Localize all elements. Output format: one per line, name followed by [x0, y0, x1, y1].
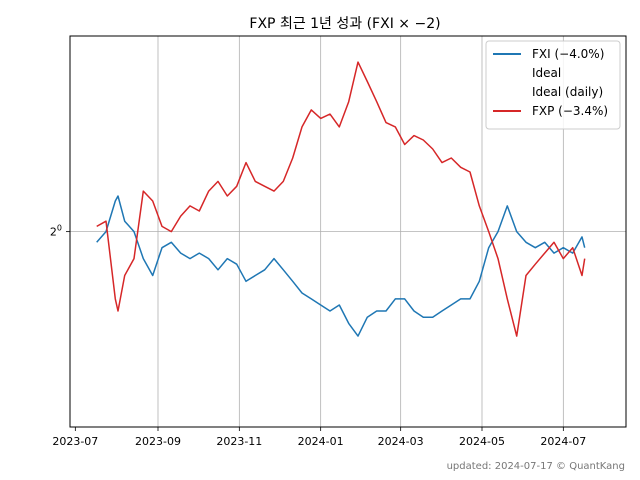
legend-label: Ideal (daily)	[532, 85, 603, 99]
series-line-0	[96, 195, 586, 337]
x-tick-label: 2024-05	[459, 435, 505, 448]
x-tick-label: 2024-07	[540, 435, 586, 448]
series-layer	[96, 61, 586, 337]
x-tick-label: 2023-11	[216, 435, 262, 448]
legend-label: FXP (−3.4%)	[532, 104, 608, 118]
chart-title: FXP 최근 1년 성과 (FXI × −2)	[249, 16, 440, 32]
series-line-1	[96, 61, 586, 337]
x-tick-label: 2024-03	[378, 435, 424, 448]
legend-box	[485, 40, 621, 130]
legend: FXI (−4.0%) Ideal Ideal (daily) FXP (−3.4%)	[485, 40, 621, 130]
legend-label: Ideal	[532, 66, 561, 80]
grid-layer	[70, 36, 626, 427]
x-tick-label: 2023-09	[135, 435, 181, 448]
x-tick-label: 2024-01	[298, 435, 344, 448]
x-tick-label: 2023-07	[52, 435, 98, 448]
legend-label: FXI (−4.0%)	[532, 47, 604, 61]
x-axis: 2023-07 2023-09 2023-11 2024-01 2024-03 2024-…	[52, 427, 586, 448]
footer-credit: updated: 2024-07-17 © QuantKang	[447, 461, 625, 472]
